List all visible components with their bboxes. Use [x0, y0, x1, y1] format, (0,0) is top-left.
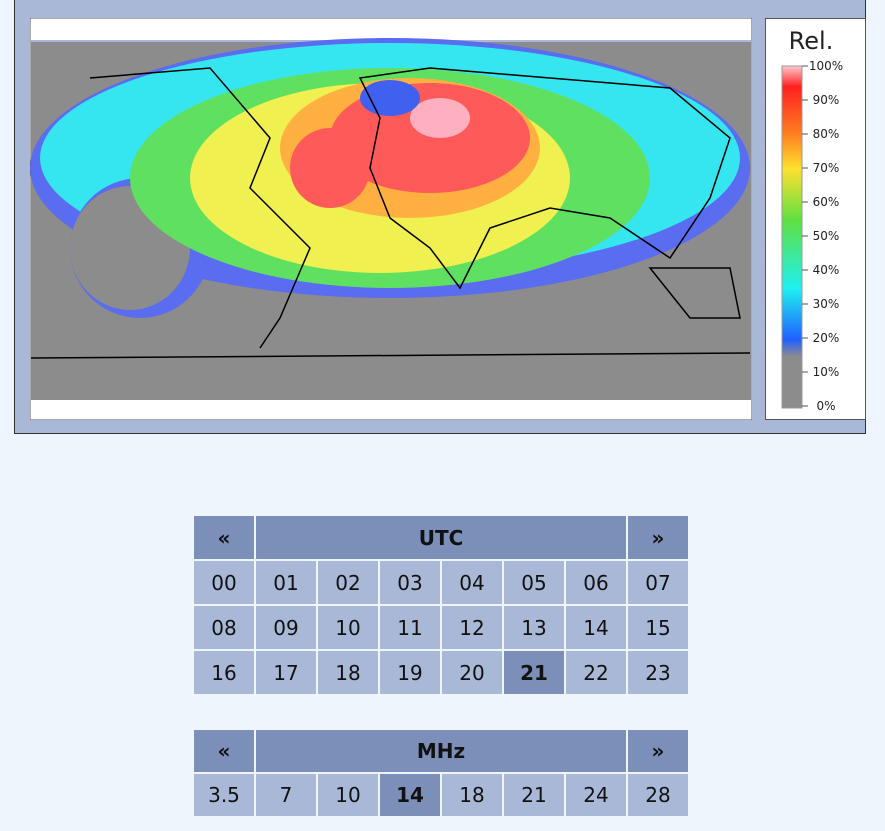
option-cell[interactable]: 10 — [318, 774, 378, 816]
option-cell[interactable]: 02 — [318, 561, 378, 604]
option-cell[interactable]: 09 — [256, 606, 316, 649]
option-cell[interactable]: 14 — [566, 606, 626, 649]
option-cell[interactable]: 28 — [628, 774, 688, 816]
legend-label: 90% — [813, 93, 840, 107]
legend-label: 70% — [813, 161, 840, 175]
legend-label: 80% — [813, 127, 840, 141]
legend-label: 100% — [809, 59, 843, 73]
header-cell: MHz — [256, 730, 626, 772]
option-cell[interactable]: 00 — [194, 561, 254, 604]
option-cell[interactable]: 13 — [504, 606, 564, 649]
option-cell[interactable]: 06 — [566, 561, 626, 604]
option-cell[interactable]: 18 — [318, 651, 378, 694]
mhz-selector: «MHz» 3.5 7 10 14 18 21 24 28 — [192, 728, 690, 818]
option-cell[interactable]: 16 — [194, 651, 254, 694]
option-cell[interactable]: 01 — [256, 561, 316, 604]
header-cell: UTC — [256, 516, 626, 559]
option-cell[interactable]: 08 — [194, 606, 254, 649]
legend-scale — [781, 65, 803, 409]
option-cell[interactable]: 10 — [318, 606, 378, 649]
legend-label: 30% — [813, 297, 840, 311]
option-cell[interactable]: 11 — [380, 606, 440, 649]
utc-selector: «UTC» 00 01 02 03 04 05 06 07 08 09 10 11 12 13 14 15 16 1… — [192, 514, 690, 696]
option-cell[interactable]: 3.5 — [194, 774, 254, 816]
option-cell[interactable]: 21 — [504, 651, 564, 694]
option-cell[interactable]: 03 — [380, 561, 440, 604]
option-cell[interactable]: 20 — [442, 651, 502, 694]
map-panel: Rel. 100% 90% 80% 70% 60% 50% 40% 30% 20% 10% 0% — [14, 0, 866, 434]
option-cell[interactable]: 24 — [566, 774, 626, 816]
option-cell[interactable]: 23 — [628, 651, 688, 694]
option-cell[interactable]: 19 — [380, 651, 440, 694]
option-cell[interactable]: 21 — [504, 774, 564, 816]
header-cell[interactable]: « — [194, 730, 254, 772]
option-cell[interactable]: 7 — [256, 774, 316, 816]
legend-label: 0% — [816, 399, 835, 413]
legend-label: 40% — [813, 263, 840, 277]
option-cell[interactable]: 05 — [504, 561, 564, 604]
legend-label: 10% — [813, 365, 840, 379]
legend: Rel. 100% 90% 80% 70% 60% 50% 40% 30% 20% 10% 0% — [765, 18, 866, 420]
header-cell[interactable]: « — [194, 516, 254, 559]
option-cell[interactable]: 15 — [628, 606, 688, 649]
option-cell[interactable]: 14 — [380, 774, 440, 816]
legend-label: 20% — [813, 331, 840, 345]
propagation-map — [30, 18, 752, 420]
header-cell[interactable]: » — [628, 516, 688, 559]
option-cell[interactable]: 12 — [442, 606, 502, 649]
option-cell[interactable]: 04 — [442, 561, 502, 604]
legend-label: 50% — [813, 229, 840, 243]
option-cell[interactable]: 07 — [628, 561, 688, 604]
legend-label: 60% — [813, 195, 840, 209]
header-cell[interactable]: » — [628, 730, 688, 772]
option-cell[interactable]: 18 — [442, 774, 502, 816]
legend-title: Rel. — [789, 27, 834, 55]
option-cell[interactable]: 22 — [566, 651, 626, 694]
option-cell[interactable]: 17 — [256, 651, 316, 694]
